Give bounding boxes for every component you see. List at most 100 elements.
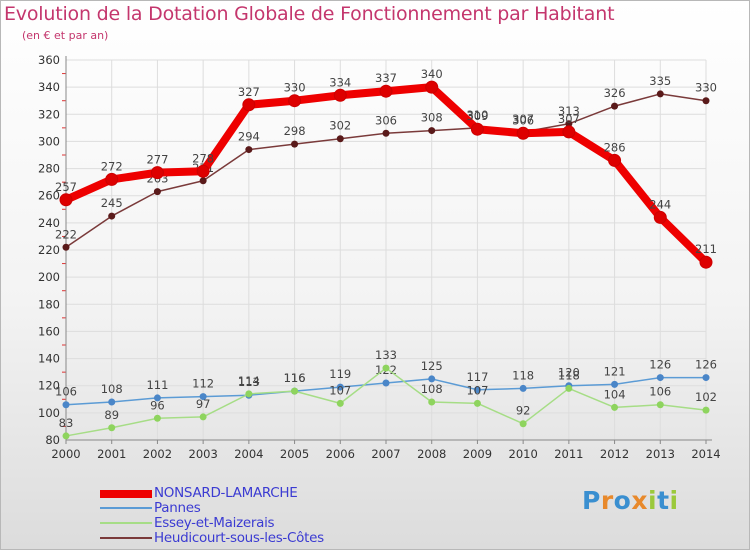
data-label-pannes: 117 — [466, 370, 488, 384]
data-label-nonsard-lamarche: 307 — [558, 112, 580, 126]
data-label-essey-et-maizerais: 118 — [558, 368, 580, 382]
data-point-nonsard-lamarche — [562, 125, 576, 139]
logo-letter: x — [631, 486, 648, 515]
data-point-nonsard-lamarche — [333, 88, 347, 102]
data-label-nonsard-lamarche: 272 — [101, 159, 123, 173]
x-tick-label: 2004 — [234, 447, 263, 461]
proxiti-logo: Proxiti — [582, 486, 679, 515]
data-label-essey-et-maizerais: 104 — [604, 387, 626, 401]
data-point-nonsard-lamarche — [379, 84, 393, 98]
data-label-nonsard-lamarche: 257 — [55, 180, 77, 194]
data-label-nonsard-lamarche: 330 — [284, 81, 306, 95]
y-tick-label: 200 — [38, 270, 60, 284]
data-point-nonsard-lamarche — [653, 210, 667, 224]
data-point-heudicourt-sous-les-cotes — [199, 177, 207, 185]
data-point-pannes — [199, 393, 207, 401]
x-tick-label: 2003 — [189, 447, 218, 461]
data-point-heudicourt-sous-les-cotes — [428, 127, 436, 135]
data-point-nonsard-lamarche — [196, 164, 210, 178]
data-label-heudicourt-sous-les-cotes: 222 — [55, 227, 77, 241]
logo-letter: o — [613, 486, 632, 515]
data-label-essey-et-maizerais: 92 — [516, 404, 531, 418]
data-point-essey-et-maizerais — [382, 364, 390, 372]
x-tick-label: 2002 — [143, 447, 172, 461]
logo-letter: i — [669, 486, 679, 515]
x-tick-label: 2011 — [554, 447, 583, 461]
data-point-pannes — [108, 398, 116, 406]
data-point-nonsard-lamarche — [288, 94, 302, 108]
data-point-pannes — [382, 379, 390, 387]
x-tick-label: 2000 — [51, 447, 80, 461]
data-label-pannes: 108 — [101, 382, 123, 396]
data-point-heudicourt-sous-les-cotes — [565, 120, 573, 128]
data-point-essey-et-maizerais — [428, 398, 436, 406]
data-label-pannes: 113 — [238, 375, 260, 389]
data-point-heudicourt-sous-les-cotes — [702, 97, 710, 105]
legend-label-pannes: Pannes — [154, 500, 201, 516]
x-tick-label: 2009 — [463, 447, 492, 461]
data-label-nonsard-lamarche: 286 — [604, 140, 626, 154]
logo-letter: t — [657, 486, 670, 515]
y-tick-label: 100 — [38, 406, 60, 420]
y-tick-label: 280 — [38, 162, 60, 176]
x-tick-label: 2013 — [646, 447, 675, 461]
data-point-nonsard-lamarche — [470, 122, 484, 136]
y-tick-label: 180 — [38, 297, 60, 311]
data-point-nonsard-lamarche — [242, 98, 256, 112]
data-point-heudicourt-sous-les-cotes — [656, 90, 664, 98]
data-label-heudicourt-sous-les-cotes: 330 — [695, 81, 717, 95]
data-label-nonsard-lamarche: 306 — [512, 113, 534, 127]
data-label-pannes: 121 — [604, 364, 626, 378]
legend-label-nonsard-lamarche: NONSARD-LAMARCHE — [154, 485, 298, 501]
data-point-pannes — [473, 386, 481, 394]
data-label-nonsard-lamarche: 337 — [375, 71, 397, 85]
data-point-essey-et-maizerais — [62, 432, 70, 440]
chart-subtitle: (en € et par an) — [22, 29, 109, 42]
data-label-pannes: 119 — [329, 367, 351, 381]
x-tick-label: 2010 — [509, 447, 538, 461]
data-point-heudicourt-sous-les-cotes — [382, 129, 390, 137]
y-tick-label: 80 — [45, 433, 60, 447]
y-tick-label: 340 — [38, 80, 60, 94]
data-point-essey-et-maizerais — [519, 420, 527, 428]
data-label-pannes: 118 — [512, 368, 534, 382]
data-label-pannes: 106 — [55, 385, 77, 399]
y-tick-label: 220 — [38, 243, 60, 257]
data-point-nonsard-lamarche — [150, 166, 164, 180]
data-point-pannes — [428, 375, 436, 383]
logo-letter: r — [600, 486, 614, 515]
data-label-nonsard-lamarche: 278 — [192, 151, 214, 165]
data-label-essey-et-maizerais: 114 — [238, 374, 260, 388]
data-point-heudicourt-sous-les-cotes — [245, 146, 253, 154]
data-point-pannes — [519, 384, 527, 392]
x-tick-label: 2006 — [326, 447, 355, 461]
data-point-heudicourt-sous-les-cotes — [291, 140, 299, 148]
data-label-heudicourt-sous-les-cotes: 307 — [512, 112, 534, 126]
data-label-heudicourt-sous-les-cotes: 298 — [284, 124, 306, 138]
logo-letter: i — [648, 486, 658, 515]
data-label-heudicourt-sous-les-cotes: 335 — [649, 74, 671, 88]
data-label-essey-et-maizerais: 107 — [329, 383, 351, 397]
data-label-pannes: 126 — [695, 358, 717, 372]
y-tick-label: 300 — [38, 134, 60, 148]
chart-title: Evolution de la Dotation Globale de Fonc… — [4, 3, 615, 25]
data-point-nonsard-lamarche — [608, 153, 622, 167]
x-tick-label: 2007 — [371, 447, 400, 461]
data-label-heudicourt-sous-les-cotes: 306 — [375, 113, 397, 127]
data-label-essey-et-maizerais: 107 — [466, 383, 488, 397]
data-point-essey-et-maizerais — [291, 387, 299, 395]
data-label-heudicourt-sous-les-cotes: 308 — [421, 111, 443, 125]
data-label-pannes: 126 — [649, 358, 671, 372]
data-label-essey-et-maizerais: 116 — [284, 371, 306, 385]
data-label-heudicourt-sous-les-cotes: 294 — [238, 130, 260, 144]
data-label-pannes: 125 — [421, 359, 443, 373]
x-tick-label: 2005 — [280, 447, 309, 461]
logo-letter: P — [582, 486, 601, 515]
data-point-nonsard-lamarche — [699, 255, 713, 269]
data-label-heudicourt-sous-les-cotes: 310 — [466, 108, 488, 122]
y-tick-label: 240 — [38, 216, 60, 230]
data-label-essey-et-maizerais: 108 — [421, 382, 443, 396]
data-point-essey-et-maizerais — [245, 390, 253, 398]
data-label-nonsard-lamarche: 277 — [146, 153, 168, 167]
